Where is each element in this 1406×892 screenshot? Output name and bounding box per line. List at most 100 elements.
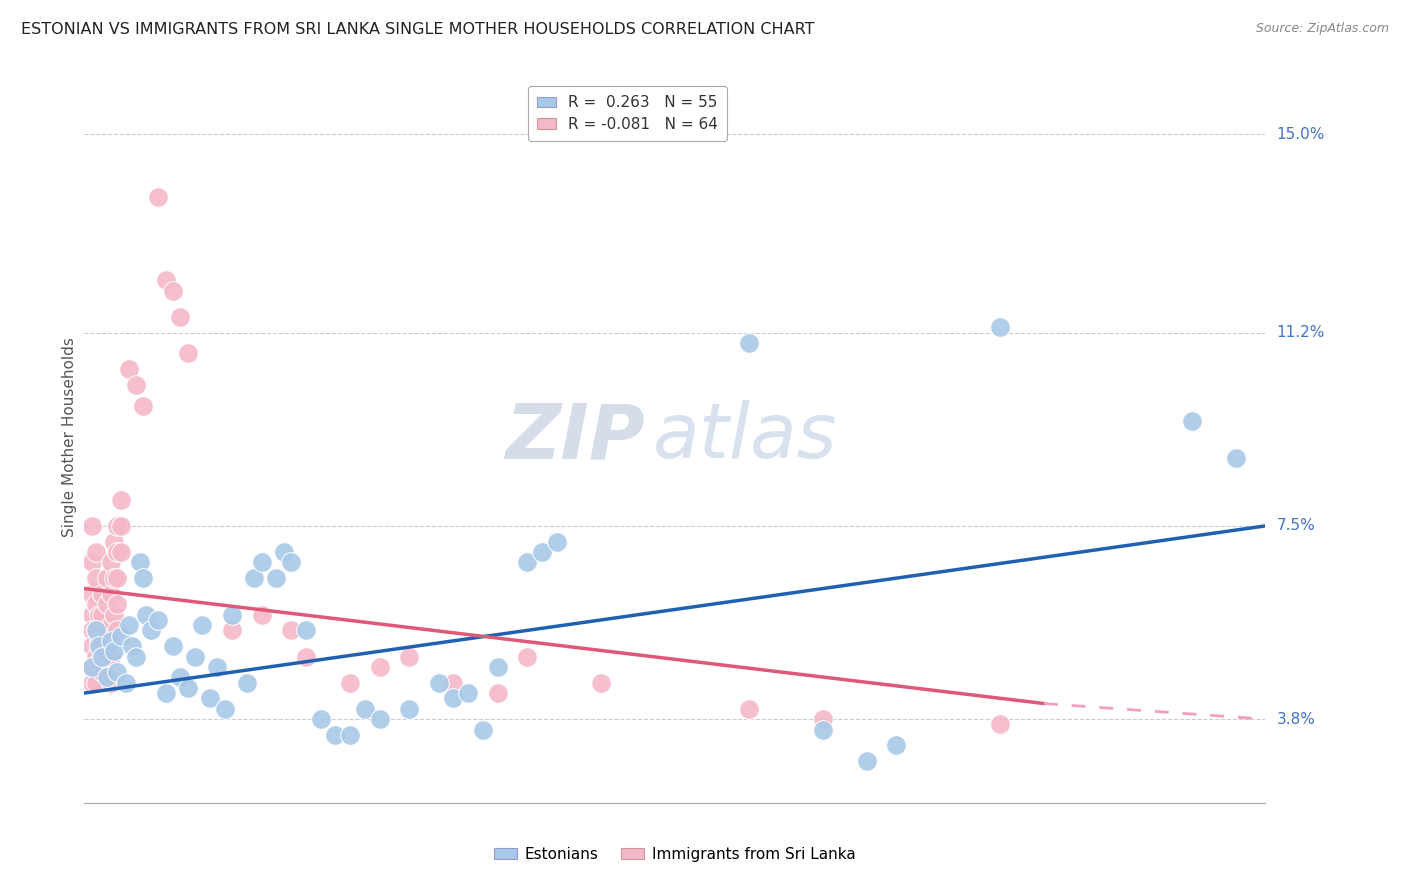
Text: ESTONIAN VS IMMIGRANTS FROM SRI LANKA SINGLE MOTHER HOUSEHOLDS CORRELATION CHART: ESTONIAN VS IMMIGRANTS FROM SRI LANKA SI… (21, 22, 814, 37)
Point (457, 686, 479, 700)
Point (129, 556, 152, 570)
Point (273, 545, 295, 559)
Point (100, 675, 122, 690)
Point (84, 624, 107, 638)
Point (103, 644, 125, 658)
Point (443, 691, 465, 706)
Point (198, 691, 221, 706)
Point (811, 723, 834, 737)
Point (105, 597, 128, 611)
Point (169, 670, 191, 684)
Point (531, 545, 554, 559)
Point (100, 649, 122, 664)
Point (250, 556, 273, 570)
Point (80, 660, 103, 674)
Point (87, 639, 111, 653)
Point (323, 728, 347, 742)
Point (96, 670, 118, 684)
Point (91, 607, 114, 622)
Point (398, 649, 420, 664)
Point (443, 675, 465, 690)
Point (988, 717, 1011, 731)
Point (105, 665, 128, 680)
Text: ZIP: ZIP (506, 401, 645, 474)
Point (87, 633, 111, 648)
Point (105, 624, 128, 638)
Point (162, 284, 184, 298)
Point (184, 649, 207, 664)
Point (114, 675, 136, 690)
Point (80, 607, 103, 622)
Point (1225, 450, 1247, 465)
Point (80, 660, 103, 674)
Text: 11.2%: 11.2% (1277, 325, 1324, 340)
Point (80, 519, 103, 533)
Point (236, 675, 259, 690)
Legend: Estonians, Immigrants from Sri Lanka: Estonians, Immigrants from Sri Lanka (488, 841, 862, 868)
Point (84, 649, 107, 664)
Point (155, 273, 177, 287)
Point (125, 377, 148, 392)
Point (100, 618, 122, 632)
Point (87, 655, 111, 669)
Text: 15.0%: 15.0% (1277, 127, 1324, 142)
Point (80, 624, 103, 638)
Point (221, 624, 243, 638)
Point (139, 624, 162, 638)
Point (103, 571, 125, 585)
Point (221, 607, 243, 622)
Point (148, 190, 170, 204)
Point (103, 607, 125, 622)
Point (177, 346, 200, 360)
Text: Source: ZipAtlas.com: Source: ZipAtlas.com (1256, 22, 1389, 36)
Point (80, 587, 103, 601)
Point (84, 597, 107, 611)
Point (110, 519, 132, 533)
Point (110, 629, 132, 643)
Point (87, 607, 111, 622)
Text: 3.8%: 3.8% (1277, 712, 1316, 727)
Point (738, 336, 761, 351)
Point (105, 545, 128, 559)
Point (354, 702, 377, 716)
Point (546, 534, 568, 549)
Point (155, 686, 177, 700)
Point (103, 534, 125, 549)
Point (84, 571, 107, 585)
Point (591, 675, 613, 690)
Point (96, 597, 118, 611)
Point (177, 681, 200, 695)
Text: 7.5%: 7.5% (1277, 518, 1315, 533)
Point (855, 754, 877, 768)
Point (280, 556, 302, 570)
Point (80, 675, 103, 690)
Point (80, 556, 103, 570)
Point (295, 624, 318, 638)
Point (486, 686, 509, 700)
Point (118, 362, 141, 376)
Point (398, 702, 420, 716)
Text: atlas: atlas (652, 401, 837, 474)
Point (988, 320, 1011, 334)
Point (162, 639, 184, 653)
Point (121, 639, 143, 653)
Point (427, 675, 450, 690)
Point (339, 728, 361, 742)
Point (243, 571, 266, 585)
Point (91, 665, 114, 680)
Y-axis label: Single Mother Households: Single Mother Households (62, 337, 77, 537)
Point (118, 618, 141, 632)
Point (84, 545, 107, 559)
Point (96, 571, 118, 585)
Point (135, 607, 157, 622)
Point (886, 739, 908, 753)
Point (100, 633, 122, 648)
Point (84, 675, 107, 690)
Point (132, 571, 155, 585)
Point (368, 660, 391, 674)
Point (80, 639, 103, 653)
Point (266, 571, 288, 585)
Point (169, 310, 191, 324)
Point (91, 587, 114, 601)
Point (811, 712, 834, 726)
